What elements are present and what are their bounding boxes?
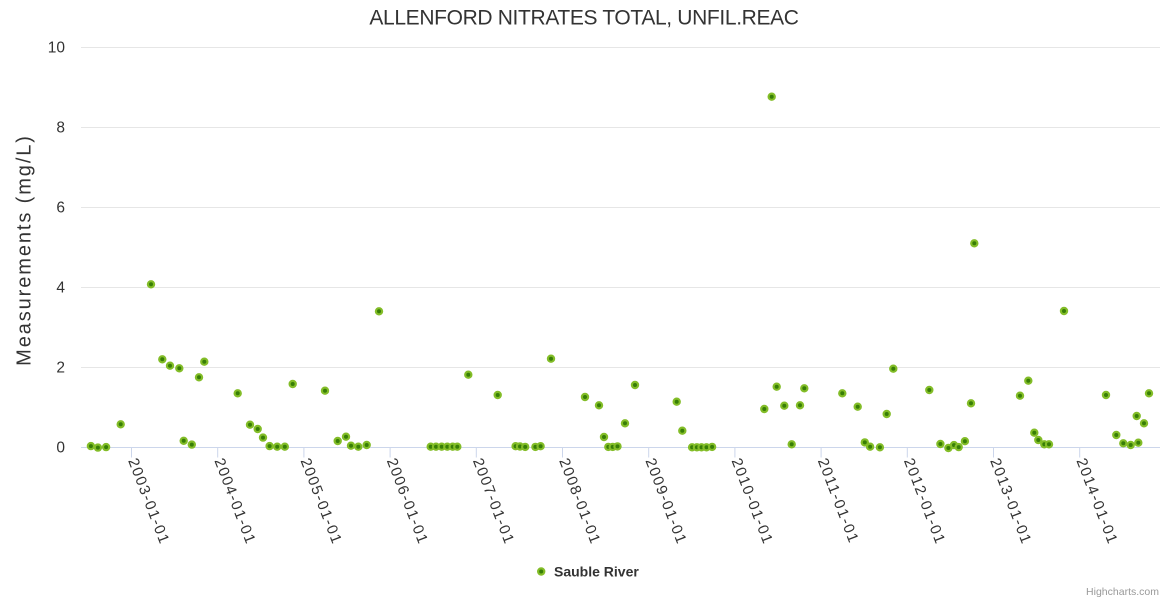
svg-text:4: 4: [56, 280, 65, 297]
svg-text:8: 8: [56, 120, 65, 137]
svg-text:Sauble River: Sauble River: [554, 564, 639, 580]
svg-text:ALLENFORD NITRATES TOTAL, UNFI: ALLENFORD NITRATES TOTAL, UNFIL.REAC: [369, 7, 798, 30]
svg-text:2: 2: [56, 360, 65, 377]
svg-text:Measurements (mg/L): Measurements (mg/L): [14, 134, 36, 366]
svg-text:6: 6: [56, 200, 65, 217]
svg-text:10: 10: [48, 40, 66, 57]
svg-text:0: 0: [56, 440, 65, 457]
svg-text:Highcharts.com: Highcharts.com: [1086, 586, 1159, 598]
